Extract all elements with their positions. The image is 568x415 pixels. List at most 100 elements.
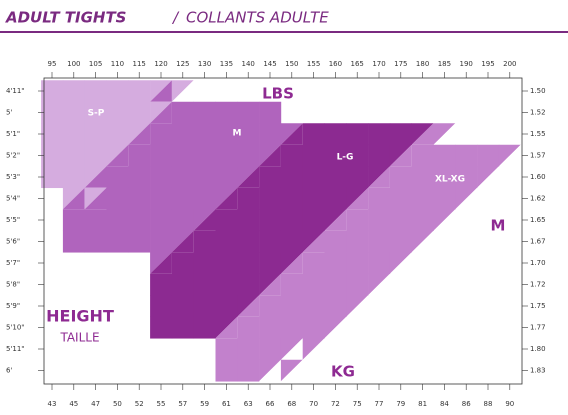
- size-cell: [346, 252, 369, 275]
- size-cell: [41, 144, 64, 167]
- size-cell: [237, 166, 260, 188]
- size-label: M: [233, 129, 242, 139]
- size-cell: [150, 295, 173, 318]
- size-cell: [302, 166, 325, 189]
- lbs-tick-label: 190: [460, 60, 473, 68]
- size-cell: [62, 187, 85, 210]
- lbs-tick-label: 195: [481, 60, 494, 68]
- size-cell: [498, 144, 521, 167]
- lbs-tick-label: 95: [48, 60, 57, 68]
- taille-label: TAILLE: [59, 331, 99, 345]
- height-ft-label: 5'10": [6, 324, 25, 332]
- size-cell: [259, 166, 282, 189]
- kg-label: KG: [331, 363, 355, 381]
- size-cell: [280, 123, 303, 145]
- size-cell: [280, 338, 303, 360]
- kg-tick-label: 61: [222, 400, 231, 408]
- size-cell: [433, 144, 456, 167]
- size-cell: [237, 123, 260, 146]
- size-cell: [259, 252, 282, 275]
- size-cell: [259, 123, 282, 146]
- size-cell: [171, 209, 194, 232]
- labels: LBS KG HEIGHT TAILLE S-P M L-G XL-XG M: [46, 85, 505, 381]
- size-cell: [62, 144, 85, 167]
- height-m-label: 1.62: [530, 195, 546, 203]
- size-cell: [215, 230, 238, 253]
- kg-tick-label: 50: [113, 400, 122, 408]
- size-cell: [477, 166, 499, 188]
- height-ft-label: 5'3": [6, 173, 20, 181]
- kg-tick-label: 77: [375, 400, 384, 408]
- height-ft-label: 5'8": [6, 281, 20, 289]
- size-cell: [128, 209, 151, 232]
- size-cell: [106, 123, 129, 146]
- size-cell: [41, 166, 64, 189]
- size-cell: [215, 144, 238, 167]
- size-cell: [171, 230, 194, 253]
- size-cell: [324, 316, 347, 339]
- height-ft-label: 5'9": [6, 302, 20, 310]
- size-cell: [150, 273, 173, 296]
- size-cell: [215, 187, 238, 210]
- size-cell: [302, 209, 325, 232]
- lbs-tick-label: 170: [372, 60, 385, 68]
- height-m-label: 1.57: [530, 152, 546, 160]
- size-label: M: [491, 217, 506, 235]
- height-m-label: 1.67: [530, 238, 546, 246]
- size-cell: [171, 187, 194, 210]
- size-cell: [411, 230, 434, 253]
- size-cell: [411, 123, 434, 145]
- size-cell: [128, 144, 151, 167]
- kg-tick-label: 70: [309, 400, 318, 408]
- size-cell: [389, 230, 412, 253]
- size-cell: [280, 166, 303, 189]
- size-cell: [150, 144, 173, 167]
- size-cell: [346, 295, 369, 317]
- size-cell: [324, 144, 347, 167]
- size-cell: [259, 338, 282, 361]
- size-cell: [433, 209, 456, 231]
- kg-tick-label: 63: [244, 400, 253, 408]
- size-cell: [346, 187, 369, 210]
- height-ft-label: 5'2": [6, 152, 20, 160]
- title-rest: COLLANTS ADULTE: [186, 9, 329, 27]
- size-cell: [171, 252, 194, 275]
- height-ft-label: 4'11": [6, 87, 25, 95]
- size-cell: [128, 166, 151, 189]
- size-cell: [150, 252, 172, 274]
- size-cell: [171, 166, 194, 189]
- size-cell: [237, 316, 260, 339]
- size-cell: [150, 209, 173, 232]
- size-cell: [280, 144, 303, 167]
- size-cell: [150, 230, 173, 253]
- height-ft-label: 5'7": [6, 259, 20, 267]
- size-cell: [455, 187, 478, 210]
- size-cell: [280, 359, 303, 382]
- height-ft-label: 5'11": [6, 345, 25, 353]
- size-cell: [215, 273, 238, 296]
- size-cell: [150, 101, 172, 124]
- kg-tick-label: 90: [505, 400, 514, 408]
- size-cell: [193, 209, 216, 231]
- lbs-tick-label: 115: [133, 60, 146, 68]
- lbs-tick-label: 150: [285, 60, 298, 68]
- size-cell: [215, 316, 238, 339]
- height-m-label: 1.55: [530, 130, 546, 138]
- lbs-tick-label: 155: [307, 60, 320, 68]
- size-cell: [215, 123, 238, 146]
- height-m-label: 1.80: [530, 345, 546, 353]
- size-cell: [411, 187, 434, 210]
- size-cell: [84, 187, 107, 210]
- height-m-label: 1.75: [530, 302, 546, 310]
- size-cell: [106, 101, 129, 124]
- size-cell: [193, 144, 216, 167]
- size-cell: [84, 209, 107, 232]
- size-cell: [389, 209, 412, 232]
- size-cell: [259, 187, 282, 210]
- size-cell: [259, 230, 282, 253]
- size-label: XL-XG: [435, 175, 465, 185]
- size-cell: [41, 123, 64, 146]
- size-cell: [106, 144, 129, 167]
- size-cell: [193, 101, 216, 124]
- size-label: L-G: [337, 153, 354, 163]
